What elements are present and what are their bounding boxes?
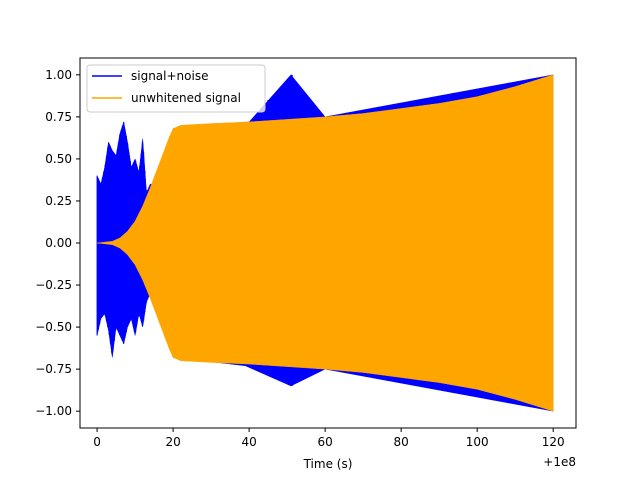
- y-tick-label: −0.25: [35, 278, 72, 292]
- x-tick-label: 20: [165, 435, 180, 449]
- x-tick-label: 40: [241, 435, 256, 449]
- legend-frame: [86, 64, 266, 113]
- y-tick-label: 0.75: [45, 110, 72, 124]
- x-tick-label: 100: [466, 435, 489, 449]
- x-tick-label: 80: [394, 435, 409, 449]
- legend-label: unwhitened signal: [131, 91, 241, 105]
- x-tick-label: 60: [318, 435, 333, 449]
- x-offset-text: +1e8: [543, 455, 576, 469]
- y-tick-label: 0.25: [45, 194, 72, 208]
- y-tick-label: 0.50: [45, 152, 72, 166]
- x-axis: 0 20 40 60 80 100 120: [93, 428, 565, 449]
- y-tick-label: 0.00: [45, 236, 72, 250]
- y-axis: −1.00 −0.75 −0.50 −0.25 0.00 0.25 0.50 0.75 1.00: [35, 68, 80, 418]
- series-unwhitened-signal-band: [97, 74, 554, 412]
- y-tick-label: −0.50: [35, 320, 72, 334]
- plot-area: [96, 74, 554, 412]
- x-tick-label: 0: [93, 435, 101, 449]
- y-tick-label: −1.00: [35, 404, 72, 418]
- x-tick-label: 120: [542, 435, 565, 449]
- x-axis-label: Time (s): [303, 457, 353, 471]
- y-tick-label: 1.00: [45, 68, 72, 82]
- y-tick-label: −0.75: [35, 362, 72, 376]
- legend-label: signal+noise: [131, 69, 208, 83]
- legend: signal+noise unwhitened signal: [86, 64, 266, 113]
